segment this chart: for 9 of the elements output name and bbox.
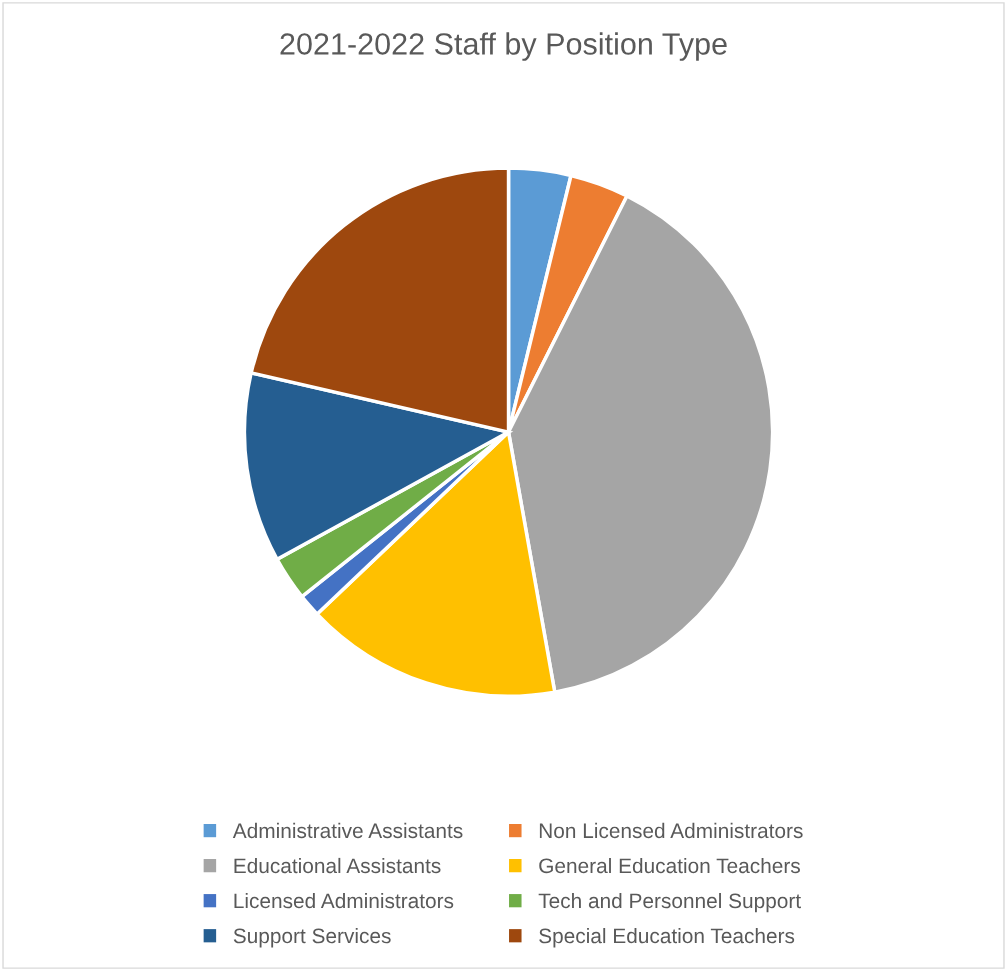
- legend-label: Licensed Administrators: [234, 892, 454, 909]
- chart-title: 2021-2022 Staff by Position Type: [280, 32, 727, 61]
- legend-label: Tech and Personnel Support: [538, 892, 801, 913]
- legend-label: Administrative Assistants: [232, 822, 463, 839]
- legend-label: Non Licensed Administrators: [539, 822, 803, 839]
- legend-label: Support Services: [233, 927, 391, 948]
- legend-label: Educational Assistants: [234, 857, 441, 874]
- legend-label: General Education Teachers: [539, 857, 800, 874]
- legend-label: Special Education Teachers: [539, 927, 795, 948]
